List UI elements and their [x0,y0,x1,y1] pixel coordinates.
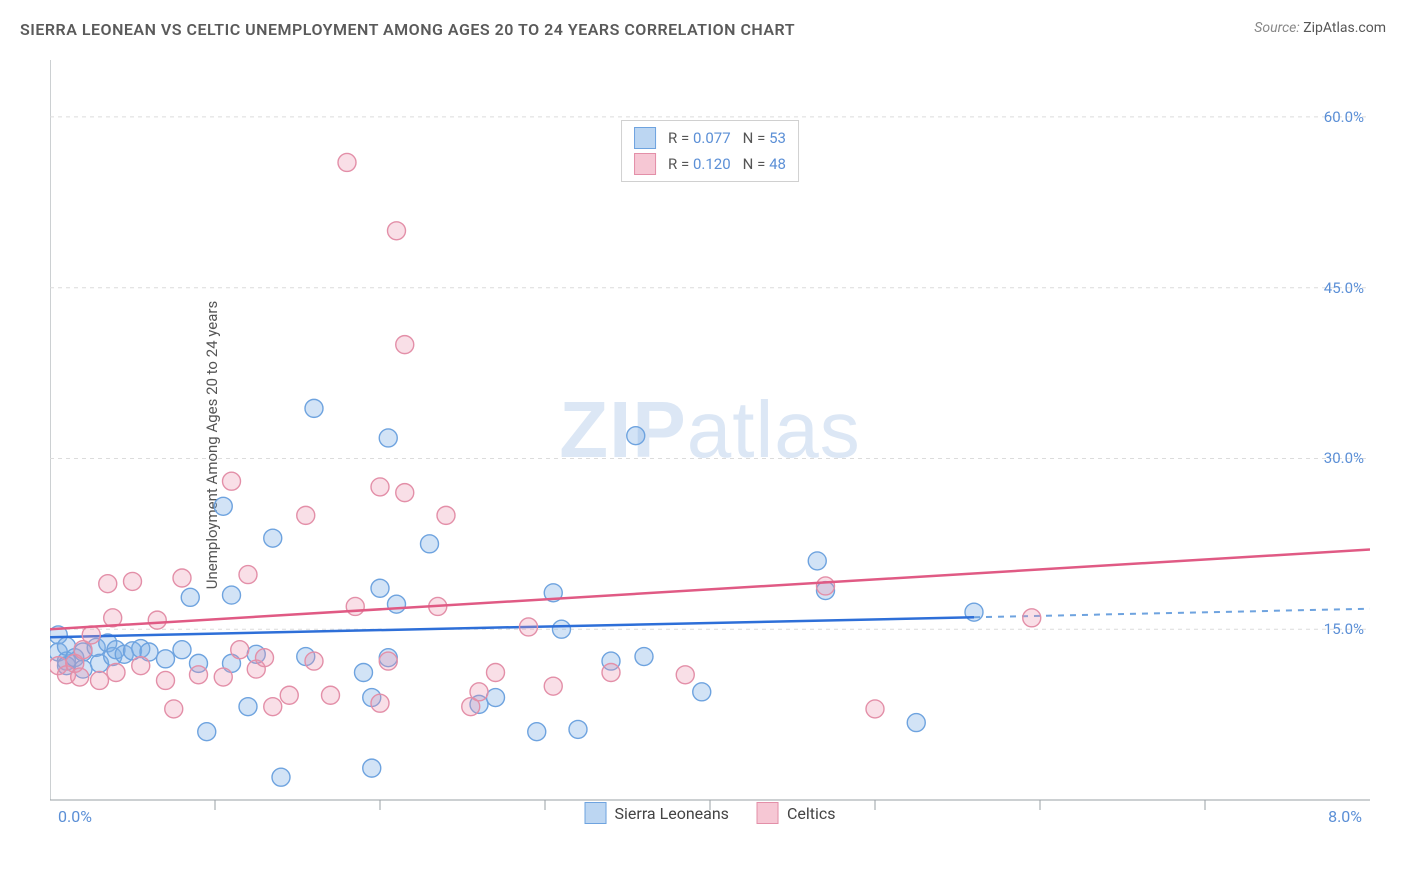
swatch-icon [585,802,607,824]
legend-row: R = 0.077 N = 53 [634,125,786,151]
legend-row: R = 0.120 N = 48 [634,151,786,177]
x-axis-min-label: 0.0% [58,807,92,826]
legend-item-b: Celtics [757,802,836,824]
n-value: 48 [769,155,786,173]
swatch-icon [757,802,779,824]
source-attribution: Source: ZipAtlas.com [1254,20,1386,36]
r-label: R [668,129,677,147]
n-label: N [743,155,754,173]
legend-label-b: Celtics [787,804,836,823]
legend-label-a: Sierra Leoneans [615,804,729,823]
y-tick-label: 30.0% [1324,449,1364,467]
chart-title: SIERRA LEONEAN VS CELTIC UNEMPLOYMENT AM… [20,20,795,39]
y-tick-label: 45.0% [1324,279,1364,297]
y-tick-label: 15.0% [1324,620,1364,638]
r-label: R [668,155,677,173]
n-value: 53 [769,129,786,147]
legend-series: Sierra Leoneans Celtics [585,802,836,824]
legend-item-a: Sierra Leoneans [585,802,729,824]
r-value: 0.077 [693,129,731,147]
swatch-icon [634,127,656,149]
n-label: N [743,129,754,147]
source-label: Source: [1254,20,1299,36]
x-axis-max-label: 8.0% [1328,807,1362,826]
y-tick-label: 60.0% [1324,108,1364,126]
legend-correlation: R = 0.077 N = 53 R = 0.120 N = 48 [621,120,799,182]
chart-plot: Unemployment Among Ages 20 to 24 years Z… [50,60,1370,830]
r-value: 0.120 [693,155,731,173]
swatch-icon [634,153,656,175]
source-value: ZipAtlas.com [1303,20,1386,36]
